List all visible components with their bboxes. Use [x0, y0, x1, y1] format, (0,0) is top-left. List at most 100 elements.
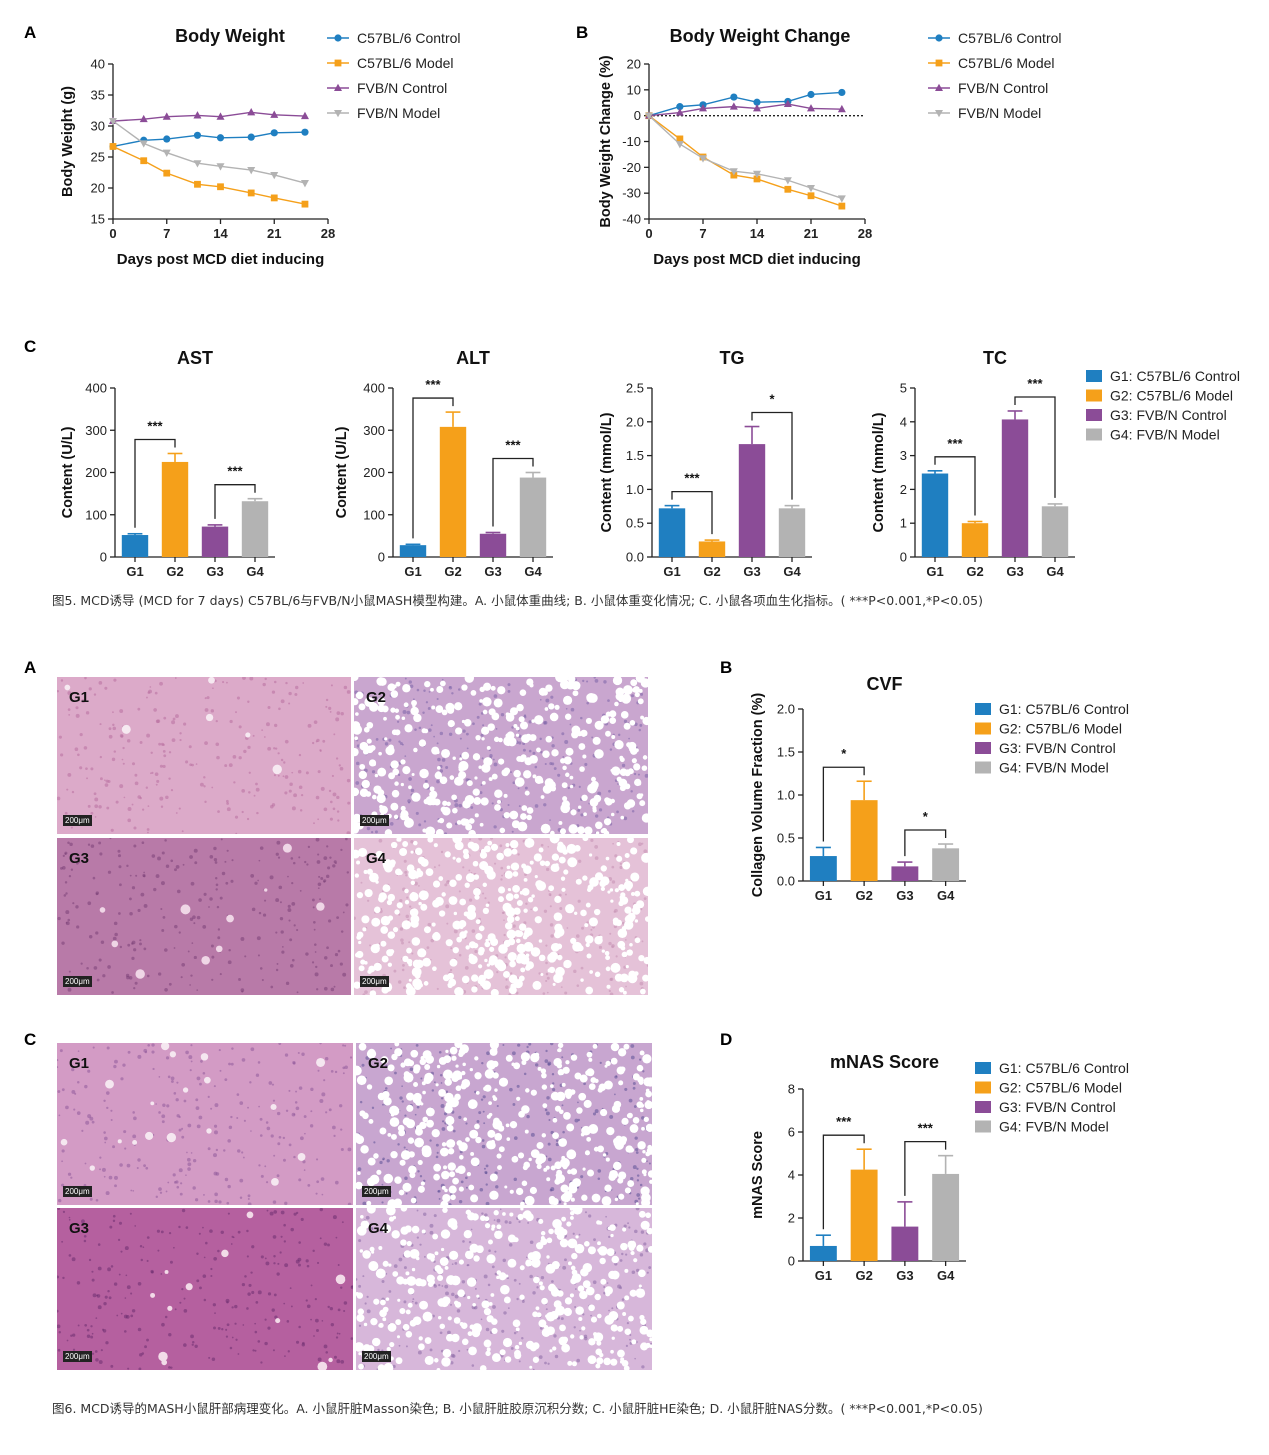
legend-label: FVB/N Control — [958, 80, 1048, 96]
y-tick-label: 30 — [91, 119, 105, 134]
chart-title: TG — [720, 348, 745, 368]
y-tick-label: 400 — [363, 381, 385, 396]
chart-tc: TC 0 1 2 3 4 5 Content (mmol/L) G1 G2 G3 G4 *** *** G1… — [871, 348, 1240, 579]
tissue-texture — [57, 677, 351, 834]
data-point — [783, 99, 792, 108]
significance-bracket — [904, 829, 947, 857]
data-point — [216, 163, 225, 171]
significance-bracket — [934, 456, 976, 516]
tissue-texture — [354, 838, 648, 995]
significance-label: *** — [836, 1114, 852, 1129]
scale-bar: 200μm — [362, 1186, 391, 1197]
data-point — [783, 177, 792, 185]
series-line-c57bl-6-model — [112, 145, 306, 205]
chart-title: ALT — [456, 348, 490, 368]
y-tick-label: 0.5 — [626, 516, 644, 531]
legend-label: G4: FVB/N Model — [999, 1119, 1109, 1135]
legend-marker — [935, 110, 943, 118]
legend-swatch-g2 — [975, 722, 991, 735]
bar-g3 — [201, 526, 229, 557]
y-axis-label: Content (mmol/L) — [599, 412, 615, 532]
y-tick-label: 0.0 — [626, 550, 644, 565]
bar-g4 — [241, 501, 269, 557]
y-tick-label: 1.0 — [626, 482, 644, 497]
bar-g4 — [932, 1173, 960, 1261]
x-tick-label: G2 — [855, 1268, 872, 1283]
x-tick-label: G2 — [703, 564, 720, 579]
micro-label-g3: G3 — [69, 850, 90, 867]
legend-swatch-g2 — [975, 1081, 991, 1094]
y-tick-label: 0 — [788, 1254, 795, 1269]
micro-label-g2: G2 — [368, 1055, 389, 1072]
y-tick-label: 2 — [900, 482, 907, 497]
series-line-c57bl-6-model — [648, 115, 843, 207]
series-line-c57bl-6-control — [648, 91, 842, 117]
y-axis-label: Body Weight (g) — [60, 86, 76, 197]
y-tick-label: 0.0 — [777, 874, 795, 889]
legend-swatch-g4 — [975, 1120, 991, 1133]
masson-micrograph-g1: G1 200μm — [57, 677, 351, 834]
y-tick-label: 2.5 — [626, 381, 644, 396]
data-point — [838, 88, 846, 97]
legend-label: FVB/N Control — [357, 80, 447, 96]
y-axis-label: Content (mmol/L) — [871, 412, 887, 532]
masson-micrograph-g4: G4 200μm — [354, 838, 648, 995]
legend-swatch-g4 — [1086, 428, 1102, 441]
bar-g4 — [1041, 506, 1069, 557]
x-tick-label: G3 — [484, 564, 501, 579]
legend-swatch-g1 — [1086, 370, 1102, 382]
y-tick-label: -20 — [622, 160, 641, 175]
x-tick-label: G1 — [126, 564, 143, 579]
he-micrograph-g3: G3 200μm — [57, 1208, 353, 1370]
chart-tg: TG 0.0 0.5 1.0 1.5 2.0 2.5 Content (mmol/L) G1 G2… — [599, 348, 812, 579]
significance-label: * — [923, 809, 929, 824]
x-tick-label: G3 — [743, 564, 760, 579]
tissue-texture — [57, 1043, 353, 1205]
panel-letter-6c: C — [24, 1030, 36, 1049]
x-tick-label: G1 — [815, 1268, 832, 1283]
data-point — [247, 108, 256, 116]
legend-marker — [334, 83, 342, 91]
data-point — [676, 135, 684, 143]
significance-label: * — [769, 392, 775, 407]
bar-g1 — [399, 545, 427, 557]
chart-title: CVF — [867, 674, 903, 694]
data-point — [837, 104, 846, 113]
tissue-texture — [354, 677, 648, 834]
chart-mnas: mNAS Score 0 2 4 6 8 mNAS Score G1 G2 G3 G4 *** *** G… — [750, 1052, 1129, 1283]
panel-letter-5a: A — [24, 23, 36, 42]
data-point — [699, 155, 707, 163]
data-point — [193, 160, 202, 168]
legend-marker — [935, 59, 943, 67]
legend-label: G2: C57BL/6 Model — [1110, 388, 1233, 404]
data-point — [163, 169, 171, 177]
significance-label: *** — [227, 464, 243, 479]
x-tick-label: 28 — [858, 226, 872, 241]
data-point — [193, 111, 202, 119]
legend-label: G3: FVB/N Control — [1110, 407, 1227, 423]
legend-marker — [334, 59, 342, 67]
y-tick-label: 2.0 — [626, 414, 644, 429]
legend-marker — [935, 34, 943, 42]
data-point — [807, 104, 815, 112]
y-tick-label: 15 — [91, 212, 105, 227]
data-point — [675, 141, 684, 149]
micro-label-g3: G3 — [69, 1220, 90, 1237]
significance-label: *** — [505, 438, 521, 453]
legend-label: G1: C57BL/6 Control — [999, 1060, 1129, 1076]
bar-g1 — [921, 473, 949, 557]
x-tick-label: 28 — [321, 226, 335, 241]
he-micrograph-g2: G2 200μm — [356, 1043, 652, 1205]
legend-swatch-g4 — [975, 761, 991, 774]
legend-swatch-g1 — [975, 703, 991, 715]
data-point — [730, 93, 738, 101]
masson-micrograph-g3: G3 200μm — [57, 838, 351, 995]
x-tick-label: 0 — [645, 226, 652, 241]
y-tick-label: 25 — [91, 150, 105, 165]
panel-letter-6b: B — [720, 658, 732, 677]
data-point — [784, 185, 792, 193]
data-point — [645, 112, 653, 120]
bar-g2 — [698, 541, 726, 557]
x-tick-label: G1 — [404, 564, 421, 579]
data-point — [807, 90, 815, 99]
